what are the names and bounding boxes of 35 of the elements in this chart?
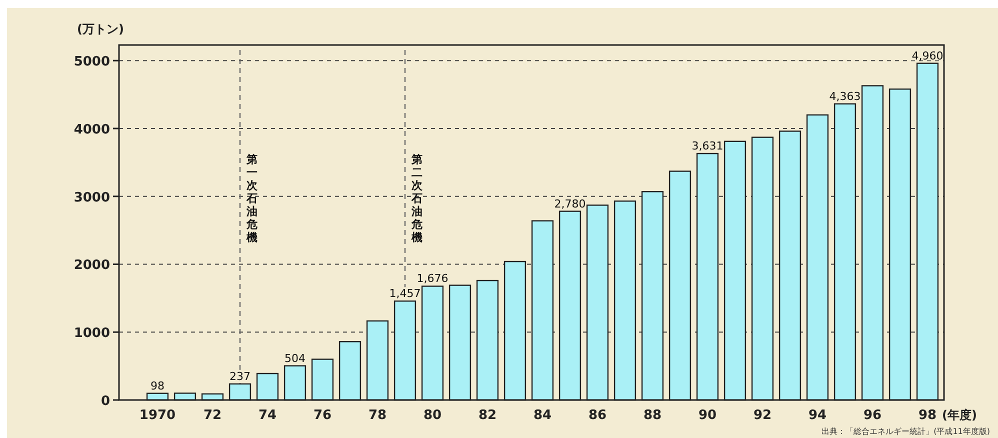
y-tick-label: 5000: [74, 54, 110, 70]
x-tick-label: 78: [368, 408, 387, 423]
source-note: 出典：「総合エネルギー統計」(平成11年度版): [822, 427, 990, 436]
x-tick-label: 90: [698, 408, 717, 423]
data-label: 4,363: [829, 90, 861, 103]
x-tick-label: 94: [808, 408, 827, 423]
data-label: 1,457: [389, 287, 421, 300]
data-label: 237: [230, 370, 250, 383]
data-label: 98: [150, 379, 164, 392]
x-tick-label: 96: [863, 408, 882, 423]
data-label: 1,676: [416, 272, 448, 286]
x-tick-label: 84: [533, 408, 552, 423]
ref-line-label: 第二次石油危機: [410, 153, 424, 244]
x-tick-label: 92: [753, 408, 772, 423]
x-tick-label: 1970: [139, 408, 176, 423]
x-tick-label: 88: [643, 408, 662, 423]
x-tick-label: 86: [588, 408, 607, 423]
y-tick-label: 3000: [74, 190, 110, 206]
x-tick-label: 80: [423, 408, 442, 423]
x-tick-label: 76: [313, 408, 332, 423]
data-label: 4,960: [912, 49, 944, 62]
data-label: 504: [284, 352, 306, 365]
y-axis-title: (万トン): [77, 22, 124, 36]
x-tick-label: 72: [203, 408, 222, 423]
y-tick-label: 4000: [74, 122, 110, 138]
x-axis-title: (年度): [942, 408, 977, 422]
x-tick-label: 82: [478, 408, 497, 423]
y-tick-label: 2000: [74, 258, 110, 274]
y-tick-label: 1000: [74, 326, 110, 342]
x-tick-label: 98: [918, 408, 937, 423]
x-tick-label: 74: [258, 408, 277, 423]
ref-line-label: 第一次石油危機: [246, 153, 258, 244]
data-label: 2,780: [554, 197, 586, 210]
data-label: 3,631: [692, 140, 724, 153]
y-tick-label: 0: [100, 394, 110, 409]
